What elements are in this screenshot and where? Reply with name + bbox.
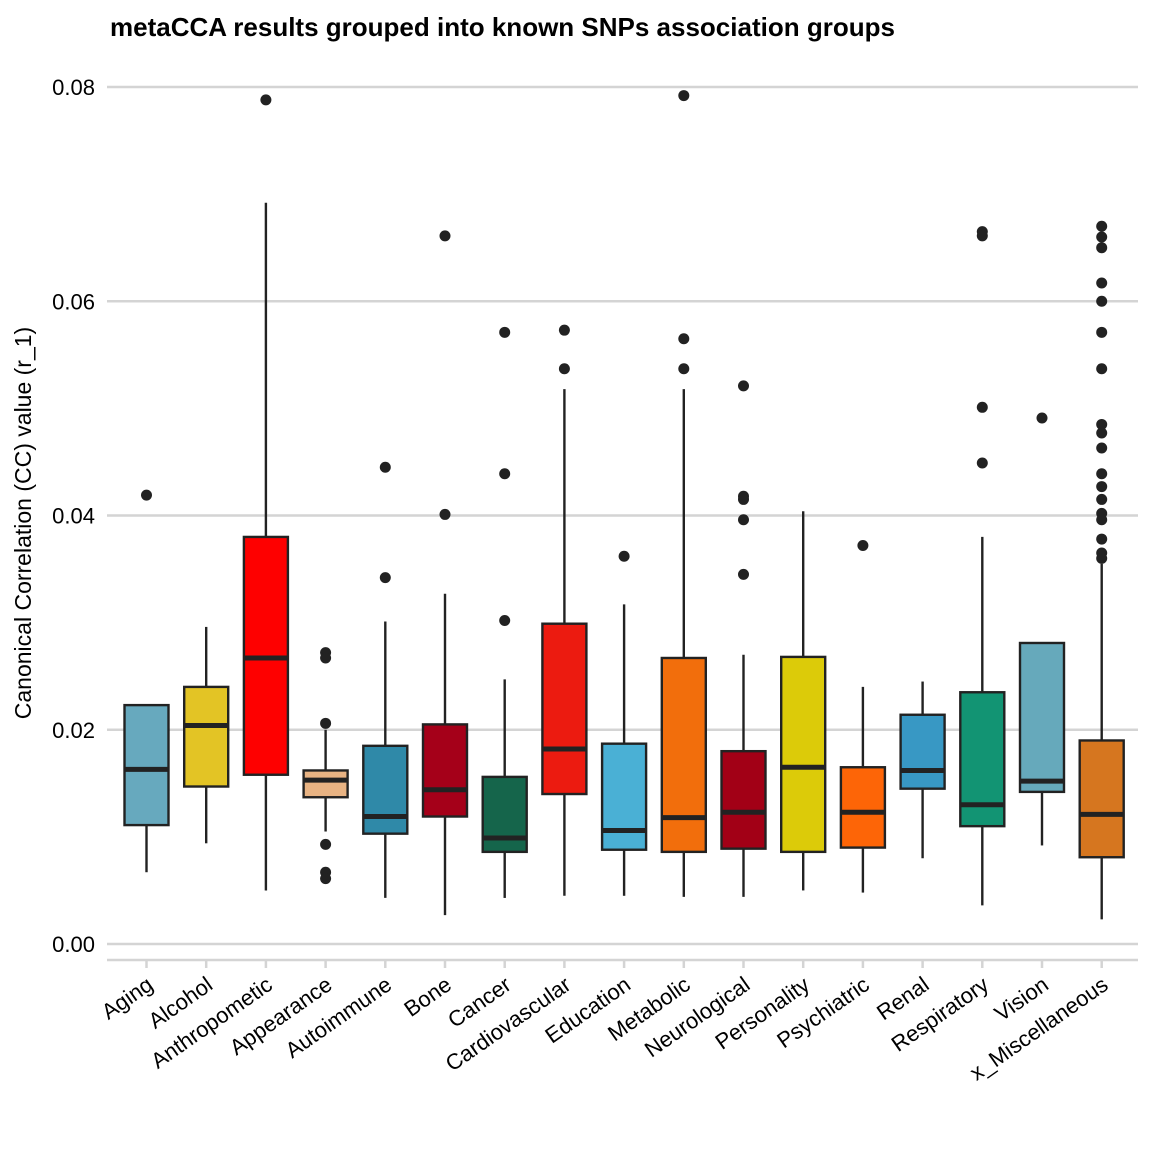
outlier-16-9 [1096, 442, 1108, 454]
y-tick-label-2: 0.04 [52, 504, 95, 529]
outlier-10-4 [738, 568, 749, 580]
box-14 [959, 226, 1006, 906]
box-8 [600, 550, 648, 896]
outlier-16-4 [1096, 295, 1108, 307]
outlier-7-1 [558, 363, 570, 375]
box-body-15 [1018, 641, 1066, 794]
box-body-9 [660, 656, 707, 854]
chart-title: metaCCA results grouped into known SNPs … [110, 12, 895, 42]
outlier-4-1 [379, 572, 391, 584]
y-tick-label-3: 0.06 [52, 289, 95, 314]
box-1 [182, 626, 230, 844]
outlier-16-11 [1096, 481, 1108, 493]
outlier-14-2 [976, 401, 988, 413]
outlier-16-8 [1096, 427, 1108, 439]
outlier-9-2 [678, 363, 690, 375]
box-3 [302, 647, 349, 885]
outlier-16-2 [1096, 242, 1108, 254]
outlier-16-7 [1096, 418, 1108, 430]
outlier-16-17 [1096, 552, 1108, 564]
outlier-2-0 [260, 94, 272, 106]
box-11 [780, 511, 827, 891]
box-body-5 [421, 723, 469, 818]
box-9 [660, 90, 707, 897]
outlier-9-0 [678, 90, 690, 102]
x-tick-labels: AgingAlcoholAnthropometicAppearanceAutoi… [97, 960, 1113, 1085]
box-0 [123, 489, 170, 873]
outlier-10-0 [738, 380, 749, 392]
outlier-16-6 [1096, 363, 1108, 375]
outlier-5-1 [439, 508, 451, 520]
outlier-4-0 [379, 461, 391, 473]
outlier-16-10 [1096, 468, 1108, 480]
outlier-3-3 [320, 838, 332, 850]
outlier-0-0 [141, 489, 152, 501]
outlier-3-5 [320, 873, 332, 885]
outlier-16-0 [1096, 220, 1108, 232]
outlier-16-12 [1096, 493, 1108, 505]
outlier-6-0 [499, 326, 511, 338]
outlier-16-14 [1096, 514, 1108, 526]
outlier-5-0 [439, 230, 451, 242]
box-series [123, 90, 1125, 920]
box-body-16 [1078, 739, 1125, 859]
outlier-10-2 [738, 493, 749, 505]
y-tick-label-1: 0.02 [52, 718, 95, 743]
box-2 [242, 94, 290, 891]
outlier-6-2 [499, 614, 511, 626]
outlier-3-2 [320, 717, 332, 729]
box-7 [541, 324, 588, 896]
box-12 [839, 539, 887, 893]
box-body-4 [362, 744, 409, 835]
outlier-7-0 [558, 324, 570, 336]
box-body-7 [541, 622, 588, 796]
outlier-6-1 [499, 468, 511, 480]
outlier-10-3 [738, 514, 749, 526]
y-tick-label-4: 0.08 [52, 75, 95, 100]
outlier-16-5 [1096, 326, 1108, 338]
box-16 [1078, 220, 1125, 920]
outlier-14-1 [976, 230, 988, 242]
box-body-12 [839, 766, 887, 849]
outlier-9-1 [678, 333, 690, 345]
box-body-0 [123, 703, 170, 827]
box-13 [899, 681, 946, 859]
y-tick-label-0: 0.00 [52, 932, 95, 957]
outlier-12-0 [857, 539, 869, 551]
outlier-16-3 [1096, 277, 1108, 289]
outlier-8-0 [618, 550, 630, 562]
outlier-15-0 [1036, 412, 1048, 424]
box-10 [720, 380, 767, 897]
box-body-6 [481, 775, 528, 854]
y-tick-labels: 0.00 0.02 0.04 0.06 0.08 [52, 75, 95, 957]
box-body-8 [600, 742, 648, 851]
y-axis-label: Canonical Correlation (CC) value (r_1) [10, 327, 36, 719]
box-body-11 [780, 655, 827, 854]
box-6 [481, 326, 528, 898]
box-body-3 [302, 769, 349, 799]
box-15 [1018, 412, 1066, 846]
outlier-3-1 [320, 652, 332, 664]
box-5 [421, 230, 469, 916]
box-body-1 [182, 685, 230, 788]
box-4 [362, 461, 409, 898]
outlier-16-15 [1096, 533, 1108, 545]
outlier-16-1 [1096, 231, 1108, 243]
box-body-10 [720, 749, 767, 850]
outlier-14-3 [976, 457, 988, 469]
box-body-13 [899, 713, 946, 790]
